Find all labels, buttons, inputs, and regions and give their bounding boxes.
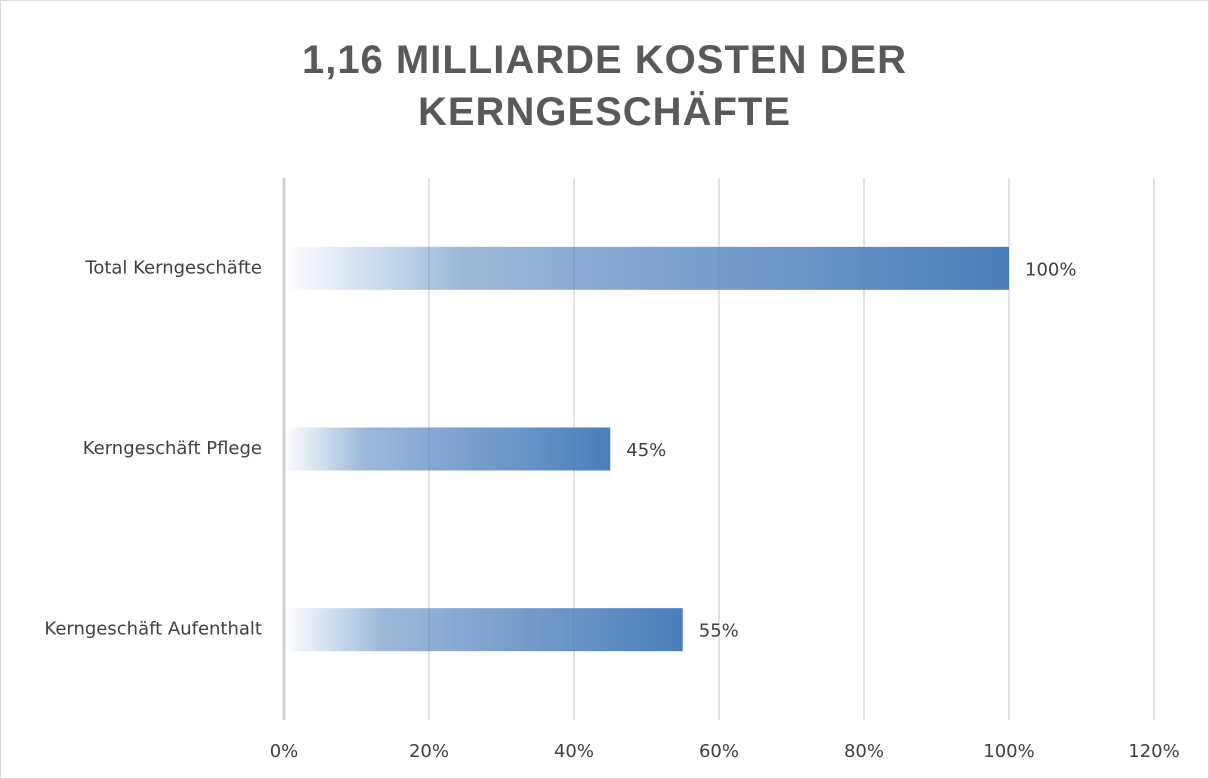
y-tick-label: Total Kerngeschäfte [84,257,262,278]
x-tick-label: 80% [844,741,884,762]
title-box: 1,16 MILLIARDE KOSTEN DER KERNGESCHÄFTE [0,34,1209,138]
x-tick-label: 40% [554,741,594,762]
x-tick-label: 20% [409,741,449,762]
x-tick-label: 100% [983,741,1034,762]
y-tick-label: Kerngeschäft Pflege [83,438,262,459]
x-tick-label: 120% [1128,741,1179,762]
x-tick-label: 60% [699,741,739,762]
bar [284,427,611,471]
bar [284,246,1009,290]
chart-title: 1,16 MILLIARDE KOSTEN DER KERNGESCHÄFTE [301,38,908,134]
data-label: 45% [626,440,666,461]
x-tick-label: 0% [270,741,299,762]
y-tick-label: Kerngeschäft Aufenthalt [44,619,262,640]
data-label: 100% [1025,259,1076,280]
bar [284,608,683,652]
data-label: 55% [699,621,739,642]
